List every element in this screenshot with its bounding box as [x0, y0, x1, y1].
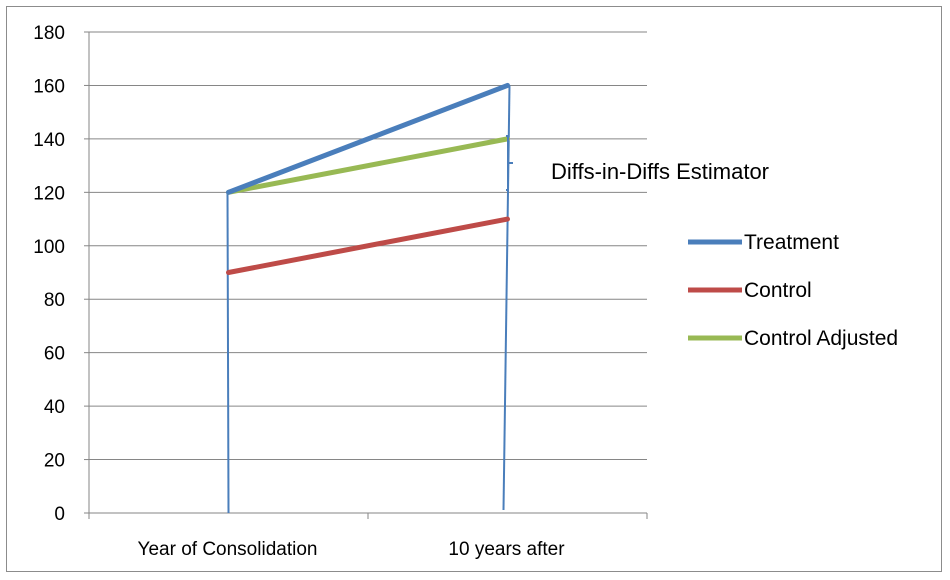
series-line [226, 216, 510, 275]
y-tick-label: 180 [33, 23, 65, 44]
legend: Treatment Control Control Adjusted [688, 231, 898, 350]
gridlines [84, 31, 648, 519]
y-tick-label: 120 [33, 183, 65, 204]
y-tick-label: 20 [44, 451, 65, 472]
y-tick-label: 60 [44, 344, 65, 365]
legend-label: Treatment [744, 231, 839, 254]
x-tick-label: Year of Consolidation [138, 539, 318, 560]
y-tick-label: 140 [33, 130, 65, 151]
series-lines [226, 82, 510, 275]
x-tick-label: 10 years after [448, 539, 565, 560]
legend-label: Control Adjusted [744, 327, 898, 350]
series-line [226, 82, 510, 195]
y-tick-labels: 0 20 40 60 80 100 120 140 160 180 [33, 23, 65, 525]
estimator-label: Diffs-in-Diffs Estimator [551, 159, 769, 184]
axes [88, 32, 647, 514]
estimator-brace [506, 135, 513, 191]
series-line [226, 136, 510, 195]
y-tick-label: 80 [44, 290, 65, 311]
drop-line [226, 192, 230, 514]
x-tick-labels: Year of Consolidation 10 years after [138, 539, 566, 560]
y-tick-label: 100 [33, 237, 65, 258]
legend-label: Control [744, 279, 812, 302]
annotation: Diffs-in-Diffs Estimator [506, 135, 769, 191]
y-tick-label: 40 [44, 397, 65, 418]
y-tick-label: 0 [54, 504, 65, 525]
y-tick-label: 160 [33, 76, 65, 97]
